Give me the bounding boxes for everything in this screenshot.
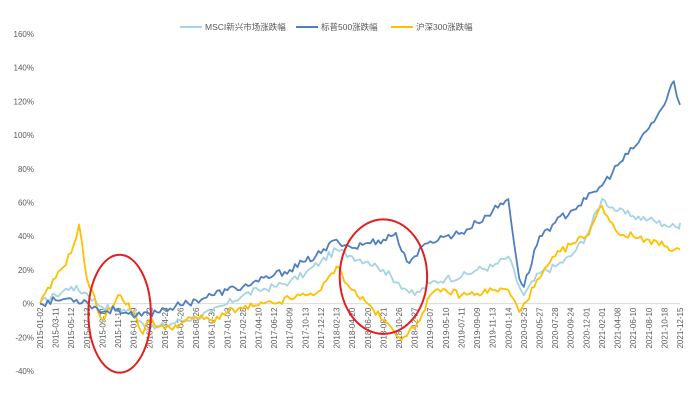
x-tick-label: 2019-05-10 xyxy=(442,307,451,348)
series-line-0 xyxy=(39,198,681,331)
x-tick-label: 2017-01-03 xyxy=(223,307,232,348)
y-tick-label: 60% xyxy=(18,199,34,208)
annotation-layer xyxy=(87,218,429,374)
x-tick-label: 2017-06-12 xyxy=(270,307,279,348)
x-tick-label: 2017-12-12 xyxy=(317,307,326,348)
x-tick-label: 2020-03-23 xyxy=(520,307,529,348)
x-tick-label: 2021-06-10 xyxy=(629,307,638,348)
x-tick-label: 2015-07-13 xyxy=(83,307,92,348)
x-tick-label: 2015-09-11 xyxy=(98,307,107,348)
x-tick-label: 2015-11-16 xyxy=(114,307,123,348)
legend-label-1: 标普500涨跌幅 xyxy=(321,22,378,32)
y-tick-label: 160% xyxy=(14,30,34,39)
x-tick-label: 2015-05-12 xyxy=(67,307,76,348)
x-tick-label: 2020-01-14 xyxy=(504,307,513,348)
x-tick-label: 2018-10-26 xyxy=(395,307,404,348)
x-tick-label: 2017-02-28 xyxy=(239,307,248,348)
x-tick-label: 2016-08-26 xyxy=(192,307,201,348)
y-tick-label: 120% xyxy=(14,97,34,106)
y-tick-label: 140% xyxy=(14,64,34,73)
x-tick-label: 2021-04-08 xyxy=(614,307,623,348)
legend-label-2: 沪深300涨跌幅 xyxy=(416,22,473,32)
x-tick-label: 2015-03-11 xyxy=(52,307,61,348)
x-tick-label: 2018-06-20 xyxy=(364,307,373,348)
x-tick-label: 2018-08-21 xyxy=(379,307,388,348)
series-line-1 xyxy=(39,80,681,318)
chart-legend: MSCI新兴市场涨跌幅 标普500涨跌幅 沪深300涨跌幅 xyxy=(180,22,473,32)
x-tick-label: 2019-03-07 xyxy=(426,307,435,348)
x-tick-label: 2019-09-09 xyxy=(473,307,482,348)
x-tick-label: 2016-07-26 xyxy=(176,307,185,348)
y-tick-label: -40% xyxy=(15,367,34,376)
y-tick-label: 40% xyxy=(18,232,34,241)
x-tick-label: 2020-07-28 xyxy=(551,307,560,348)
y-tick-label: 20% xyxy=(18,266,34,275)
x-tick-label: 2020-05-27 xyxy=(536,307,545,348)
y-tick-label: 80% xyxy=(18,165,34,174)
x-tick-label: 2021-10-18 xyxy=(660,307,669,348)
x-tick-label: 2019-07-11 xyxy=(457,307,466,348)
y-tick-label: -20% xyxy=(15,333,34,342)
x-tick-label: 2018-04-20 xyxy=(348,307,357,348)
x-tick-label: 2015-01-02 xyxy=(36,307,45,348)
x-tick-label: 2017-10-13 xyxy=(301,307,310,348)
x-tick-label: 2017-08-09 xyxy=(286,307,295,348)
x-tick-label: 2017-04-10 xyxy=(255,307,264,348)
x-tick-label: 2021-08-10 xyxy=(645,307,654,348)
x-tick-label: 2016-01-19 xyxy=(130,307,139,348)
series-layer xyxy=(39,80,681,341)
y-axis: -40% -20% 0% 20% 40% 60% 80% 100% 120% 140% 160% xyxy=(14,30,680,376)
highlight-ellipse-0 xyxy=(87,253,152,374)
legend-label-0: MSCI新兴市场涨跌幅 xyxy=(205,22,286,32)
y-tick-label: 0% xyxy=(22,300,34,309)
x-tick-label: 2021-02-01 xyxy=(598,307,607,348)
highlight-ellipse-1 xyxy=(338,218,429,335)
x-tick-label: 2020-12-01 xyxy=(582,307,591,348)
x-tick-label: 2018-02-13 xyxy=(333,307,342,348)
x-tick-label: 2016-10-31 xyxy=(208,307,217,348)
y-tick-label: 100% xyxy=(14,131,34,140)
series-line-2 xyxy=(39,205,681,341)
x-tick-label: 2021-12-15 xyxy=(676,307,685,348)
x-tick-label: 2020-09-24 xyxy=(567,307,576,348)
x-tick-label: 2019-11-13 xyxy=(489,307,498,348)
